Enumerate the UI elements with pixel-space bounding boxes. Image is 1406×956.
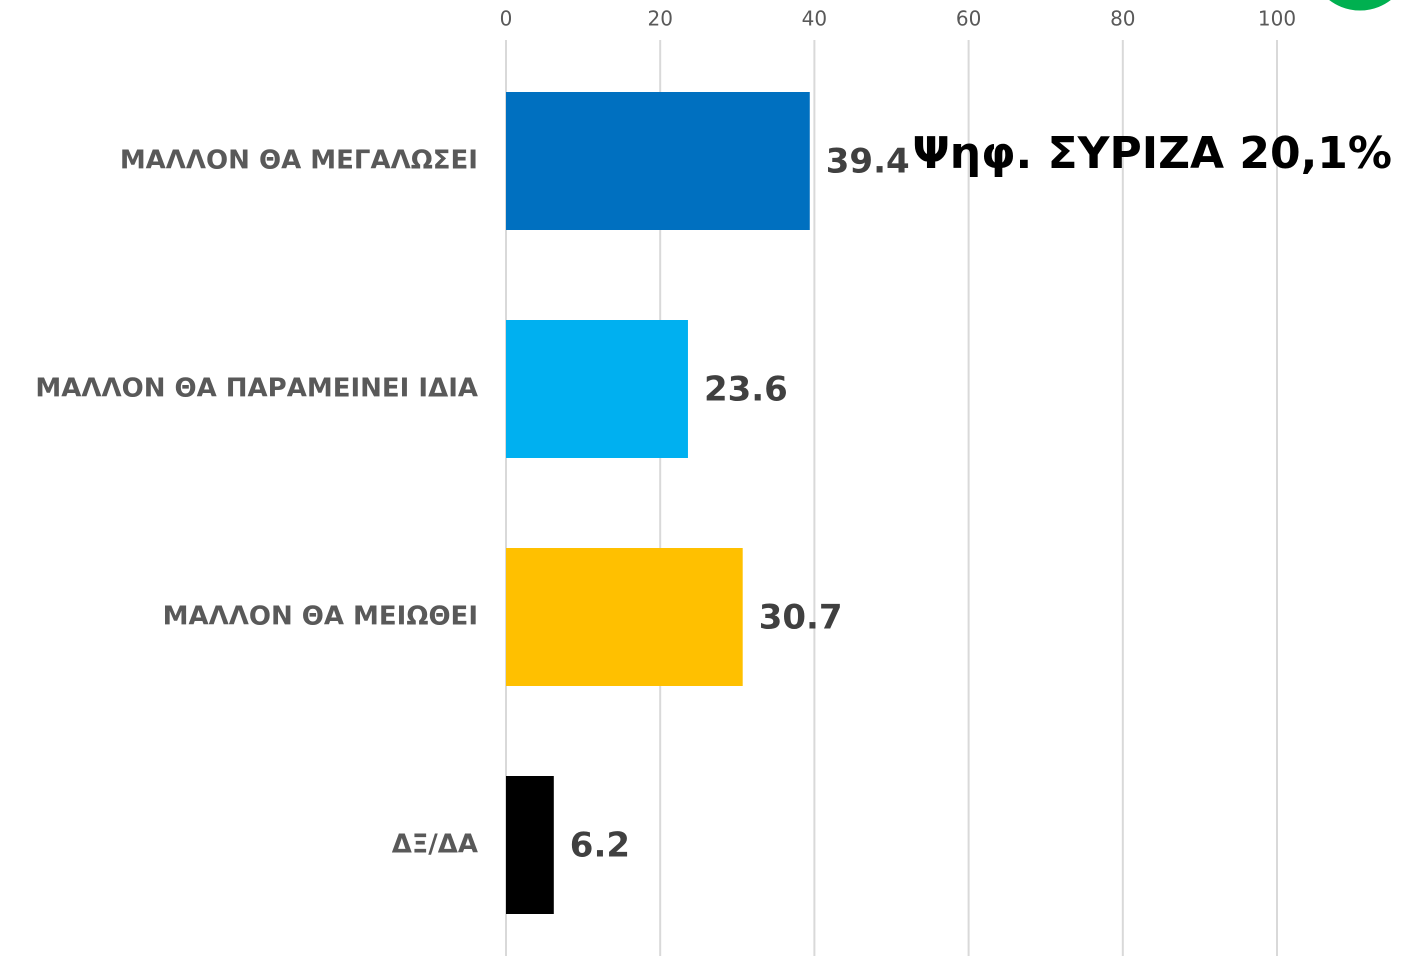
bar — [506, 92, 810, 230]
annotation: Ψηφ. ΣΥΡΙΖΑ 20,1% — [912, 128, 1392, 179]
value-label: 39.4 — [826, 142, 910, 182]
bar — [506, 320, 688, 458]
x-tick-label: 60 — [956, 7, 981, 31]
x-tick-label: 40 — [802, 7, 827, 31]
x-tick-label: 80 — [1110, 7, 1135, 31]
value-label: 30.7 — [759, 598, 843, 638]
x-tick-label: 0 — [500, 7, 513, 31]
y-tick-label: ΜΑΛΛΟΝ ΘΑ ΠΑΡΑΜΕΙΝΕΙ ΙΔΙΑ — [35, 374, 478, 404]
y-tick-label: ΜΑΛΛΟΝ ΘΑ ΜΕΙΩΘΕΙ — [163, 602, 478, 632]
y-tick-label: ΔΞ/ΔΑ — [392, 830, 478, 860]
bar — [506, 548, 743, 686]
y-tick-label: ΜΑΛΛΟΝ ΘΑ ΜΕΓΑΛΩΣΕΙ — [120, 146, 478, 176]
logo-ring — [1324, 0, 1396, 14]
x-tick-label: 20 — [647, 7, 672, 31]
value-label: 6.2 — [570, 826, 630, 866]
value-label: 23.6 — [704, 370, 788, 410]
x-tick-label: 100 — [1258, 7, 1296, 31]
bar — [506, 776, 554, 914]
